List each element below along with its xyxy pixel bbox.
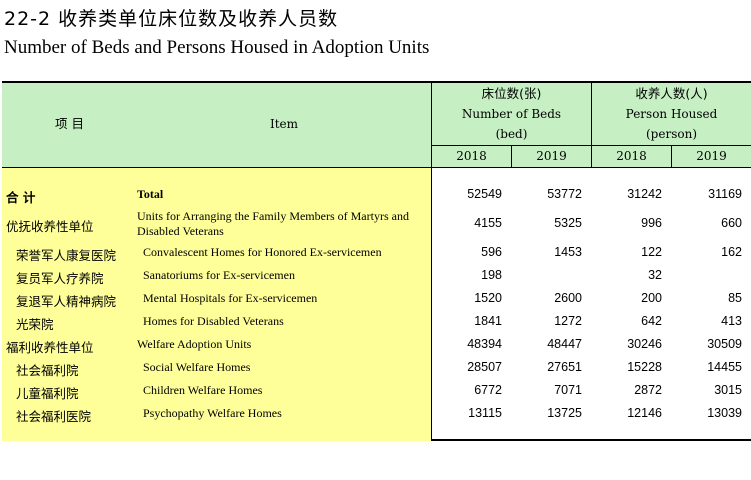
header-year-beds-2018: 2018 [456,149,487,163]
cell-persons-2018: 31242 [627,187,662,201]
cell-beds-2018: 13115 [468,406,502,420]
cell-persons-2018: 2872 [634,383,662,397]
cell-beds-2019: 48447 [547,337,582,351]
row-label-en: Psychopathy Welfare Homes [143,406,282,420]
cell-persons-2019: 85 [728,291,742,305]
cell-persons-2019: 13039 [707,406,742,420]
header-year-persons-2019: 2019 [696,149,727,163]
row-label-en: Sanatoriums for Ex-servicemen [143,268,295,282]
cell-beds-2019: 5325 [554,216,582,230]
cell-beds-2018: 28507 [467,360,502,374]
row-label-zh: 光荣院 [16,317,54,332]
cell-persons-2018: 30246 [627,337,662,351]
cell-beds-2019: 27651 [547,360,582,374]
cell-persons-2018: 996 [641,216,662,230]
header-persons-unit: (person) [646,127,697,141]
cell-beds-2018: 596 [481,245,502,259]
row-label-zh: 合 计 [6,190,36,205]
cell-persons-2018: 32 [648,268,662,282]
data-table: 项 目 Item 床位数(张) Number of Beds (bed) 收养人… [2,81,751,441]
header-item-zh: 项 目 [55,116,84,131]
cell-beds-2018: 4155 [474,216,502,230]
header-beds-unit: (bed) [495,127,528,141]
row-label-zh: 荣誉军人康复医院 [16,248,117,263]
row-label-zh: 复退军人精神病院 [16,294,117,309]
cell-persons-2018: 122 [641,245,662,259]
cell-beds-2019: 13725 [547,406,582,420]
cell-persons-2018: 15228 [627,360,662,374]
cell-persons-2019: 14455 [707,360,742,374]
page-title-zh: 22-2 收养类单位床位数及收养人员数 [4,8,339,30]
header-item-en: Item [269,117,299,131]
cell-beds-2018: 198 [481,268,502,282]
row-label-zh: 优抚收养性单位 [6,219,94,234]
row-label-zh: 社会福利医院 [16,409,92,424]
cell-persons-2018: 642 [641,314,662,328]
cell-persons-2019: 162 [721,245,742,259]
header-persons-en: Person Housed [625,107,718,121]
row-label-en: Homes for Disabled Veterans [143,314,284,328]
row-label-en: Units for Arranging the Family Members o… [137,209,409,238]
header-beds-zh: 床位数(张) [481,86,542,101]
cell-beds-2018: 6772 [474,383,502,397]
cell-beds-2018: 1520 [474,291,502,305]
row-label-zh: 福利收养性单位 [6,340,94,355]
row-label-en: Children Welfare Homes [143,383,263,397]
row-label-en: Total [137,187,164,201]
cell-persons-2019: 413 [721,314,742,328]
cell-beds-2018: 48394 [467,337,502,351]
row-label-en: Convalescent Homes for Honored Ex-servic… [143,245,382,259]
cell-persons-2019: 31169 [708,187,742,201]
cell-beds-2018: 52549 [467,187,502,201]
cell-beds-2019: 7071 [554,383,582,397]
cell-beds-2019: 1272 [554,314,582,328]
row-label-zh: 儿童福利院 [16,386,79,401]
cell-beds-2019: 2600 [554,291,582,305]
page-title-en: Number of Beds and Persons Housed in Ado… [4,37,430,58]
cell-persons-2018: 12146 [627,406,662,420]
cell-beds-2019: 53772 [547,187,582,201]
cell-beds-2019: 1453 [554,245,582,259]
row-label-zh: 复员军人疗养院 [16,271,104,286]
row-label-zh: 社会福利院 [16,363,79,378]
header-year-persons-2018: 2018 [616,149,647,163]
row-label-en: Social Welfare Homes [143,360,251,374]
header-beds-en: Number of Beds [461,107,562,121]
cell-persons-2019: 3015 [714,383,742,397]
cell-persons-2018: 200 [641,291,662,305]
cell-beds-2018: 1841 [474,314,502,328]
header-year-beds-2019: 2019 [536,149,567,163]
row-label-en: Welfare Adoption Units [137,337,252,351]
table-header [2,83,751,168]
table-body-item-column [2,168,431,441]
cell-persons-2019: 660 [721,216,742,230]
row-label-en: Mental Hospitals for Ex-servicemen [143,291,318,305]
cell-persons-2019: 30509 [707,337,742,351]
header-persons-zh: 收养人数(人) [635,86,708,101]
